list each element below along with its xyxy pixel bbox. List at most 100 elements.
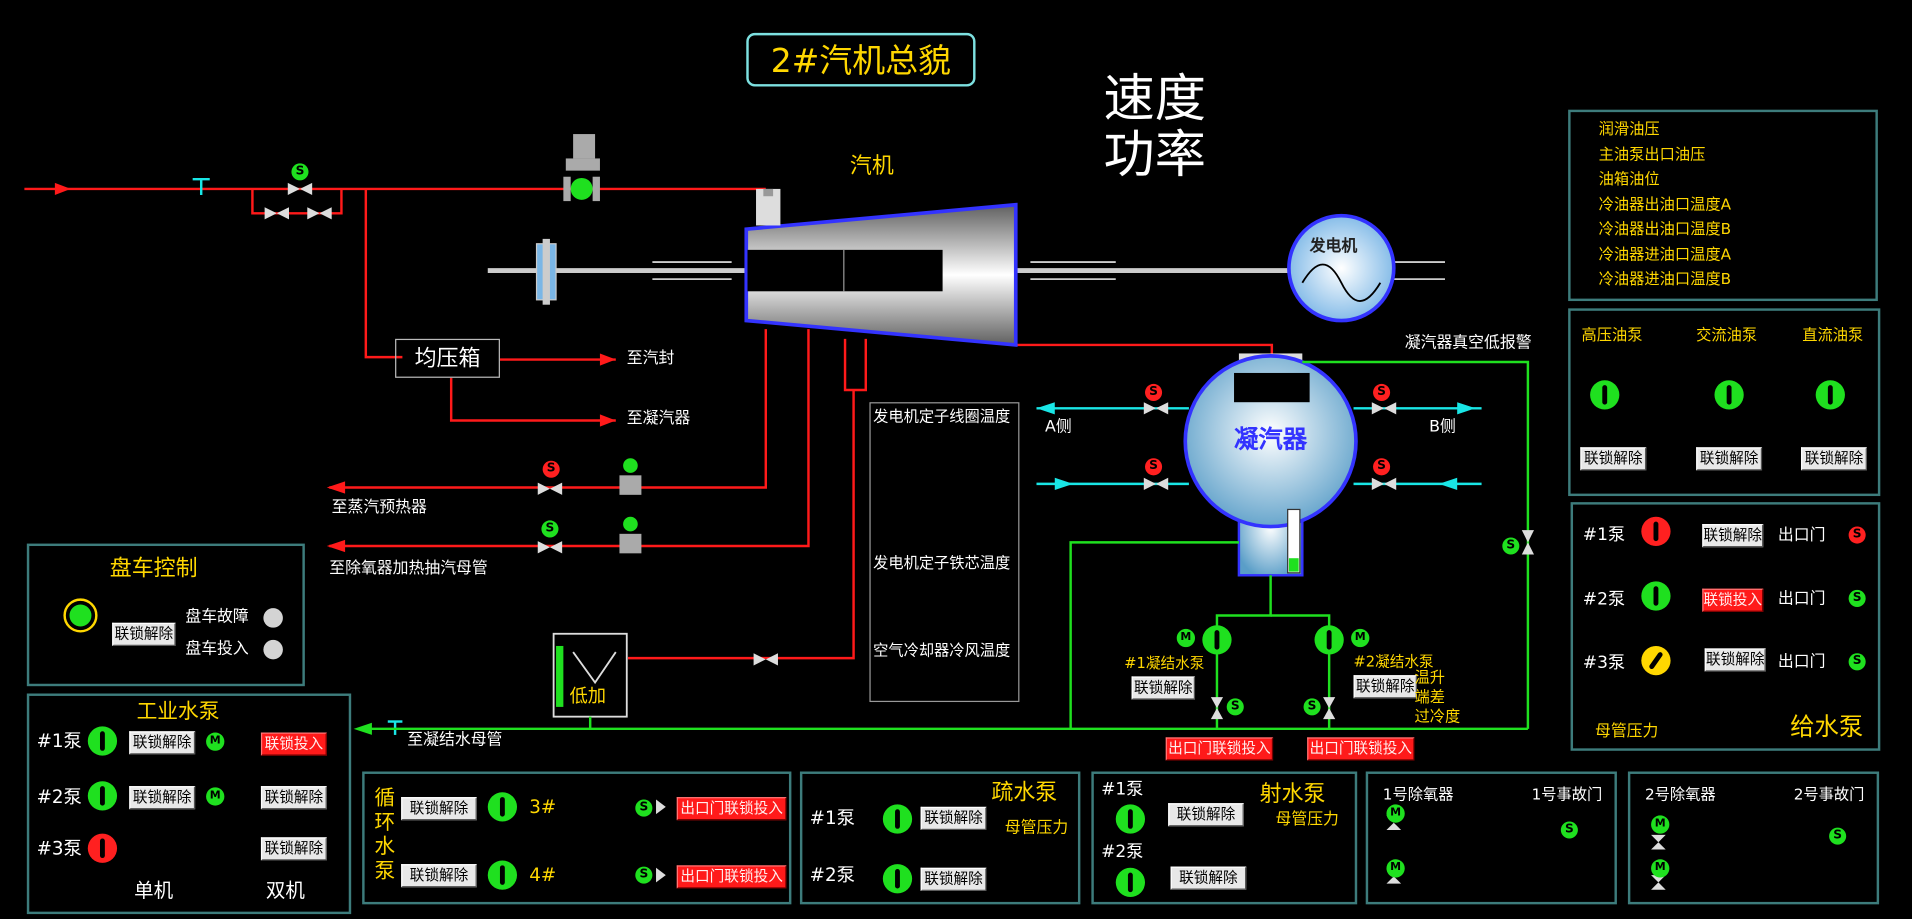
deaerator-2-name: 2号除氧器	[1644, 784, 1716, 804]
industrial-pump-2-interlock-button[interactable]: 联锁解除	[129, 786, 196, 810]
condensate-pump-2-interlock-button[interactable]: 联锁解除	[1353, 675, 1417, 699]
motor-icon: M	[1386, 859, 1405, 878]
feed-pump-3-interlock-button[interactable]: 联锁解除	[1704, 648, 1766, 672]
solenoid-icon[interactable]: S	[1848, 526, 1866, 544]
condensate-pump-1-label: #1凝结水泵	[1124, 654, 1205, 672]
condensate-pump-1-icon[interactable]	[1202, 625, 1232, 655]
feed-pump-name: #1泵	[1582, 525, 1626, 545]
drain-pump-2-icon[interactable]	[882, 864, 913, 894]
industrial-mode-3-button[interactable]: 联锁解除	[260, 837, 327, 861]
turning-gear-icon[interactable]	[63, 598, 98, 633]
drain-pump-name: #2泵	[809, 864, 855, 887]
coupling-icon	[535, 238, 557, 305]
solenoid-icon[interactable]: S	[542, 460, 560, 478]
turbine-label: 汽机	[849, 153, 894, 180]
turning-interlock-button[interactable]: 联锁解除	[112, 622, 176, 646]
turning-gear-panel: 盘车控制 联锁解除 盘车故障 盘车投入	[26, 543, 305, 687]
motor-icon: M	[206, 787, 225, 806]
industrial-pump-2-icon[interactable]	[87, 781, 118, 811]
motor-icon: M	[1176, 628, 1196, 648]
feed-pump-2-icon[interactable]	[1641, 581, 1671, 611]
solenoid-icon[interactable]: S	[1373, 383, 1391, 401]
condensate-pump-2-icon[interactable]	[1314, 625, 1344, 655]
oil-item: 油箱油位	[1598, 169, 1660, 188]
solenoid-icon[interactable]: S	[1226, 698, 1244, 716]
drain-pump-2-interlock-button[interactable]: 联锁解除	[920, 867, 987, 891]
circ-pump-4-interlock-button[interactable]: 联锁解除	[401, 864, 477, 888]
ac-oil-pump-icon[interactable]	[1714, 380, 1744, 410]
outlet-gate-label: 出口门	[1777, 589, 1826, 609]
temp-rise-label: 温升	[1414, 667, 1446, 687]
hp-oil-pump-icon[interactable]	[1590, 380, 1620, 410]
motor-icon: M	[1651, 815, 1670, 834]
industrial-pump-3-icon[interactable]	[87, 833, 118, 863]
dc-oil-pump-icon[interactable]	[1815, 380, 1845, 410]
motor-icon: M	[1351, 628, 1370, 648]
solenoid-icon[interactable]: S	[1848, 653, 1866, 671]
deaerator-2-panel: 2号除氧器 2号事故门 M M S	[1627, 771, 1880, 905]
circ-water-panel: 循 环 水 泵 联锁解除 3# S 出口门联锁投入 联锁解除 4# S 出口门联…	[362, 771, 792, 905]
oil-pump-interlock-button[interactable]: 联锁解除	[1696, 447, 1763, 471]
deaerator-1-name: 1号除氧器	[1382, 784, 1454, 804]
feed-pump-1-icon[interactable]	[1641, 516, 1671, 547]
circ-pump-3-num: 3#	[529, 795, 557, 818]
jet-pump-name: #2泵	[1101, 842, 1144, 862]
condensate-pump-1-interlock-button[interactable]: 联锁解除	[1131, 676, 1196, 700]
industrial-pump-1-icon[interactable]	[87, 726, 118, 756]
solenoid-icon[interactable]: S	[1373, 458, 1391, 476]
condensate-pump-2-label: #2凝结水泵	[1353, 653, 1434, 671]
industrial-pump-name: #2泵	[36, 786, 82, 809]
solenoid-icon[interactable]: S	[1502, 537, 1520, 555]
deaerator-1-panel: 1号除氧器 1号事故门 M M S	[1365, 771, 1617, 905]
oil-pump-interlock-button[interactable]: 联锁解除	[1580, 447, 1647, 471]
industrial-pump-1-interlock-button[interactable]: 联锁解除	[129, 731, 196, 755]
jet-pump-2-icon[interactable]	[1115, 867, 1146, 898]
jet-pump-1-icon[interactable]	[1115, 804, 1146, 834]
terminal-diff-label: 端差	[1414, 687, 1446, 706]
drain-pump-1-icon[interactable]	[882, 804, 913, 834]
low-pressure-heater	[552, 632, 628, 729]
circ-outlet-3-interlock-button[interactable]: 出口门联锁投入	[676, 797, 787, 821]
outlet-2-interlock-button[interactable]: 出口门联锁投入	[1307, 737, 1415, 761]
feed-pump-3-icon[interactable]	[1641, 645, 1671, 676]
oil-pump-name: 高压油泵	[1581, 325, 1643, 344]
outlet-gate-label: 出口门	[1777, 653, 1826, 672]
solenoid-icon[interactable]: S	[1829, 827, 1847, 845]
solenoid-icon[interactable]: S	[1848, 589, 1866, 607]
generator-temp-box: 发电机定子线圈温度 发电机定子铁芯温度 空气冷却器冷风温度	[869, 402, 1020, 703]
circ-pump-3-icon[interactable]	[487, 792, 518, 822]
jet-pump-name: #1泵	[1101, 780, 1144, 800]
double-label: 双机	[265, 878, 305, 902]
solenoid-icon[interactable]: S	[1560, 821, 1578, 839]
outlet-gate-label: 出口门	[1777, 526, 1826, 545]
oil-item: 冷油器出油口温度B	[1598, 219, 1732, 238]
industrial-water-panel: 工业水泵 #1泵 联锁解除 M 联锁投入 #2泵 联锁解除 M 联锁解除 #3泵…	[26, 693, 352, 915]
solenoid-icon[interactable]: S	[1145, 458, 1163, 476]
solenoid-icon[interactable]: S	[1145, 383, 1163, 401]
industrial-mode-1-button[interactable]: 联锁投入	[260, 732, 327, 756]
outlet-1-interlock-button[interactable]: 出口门联锁投入	[1165, 737, 1274, 761]
oil-panel: 润滑油压 主油泵出口油压 油箱油位 冷油器出油口温度A 冷油器出油口温度B 冷油…	[1568, 109, 1878, 302]
solenoid-icon[interactable]: S	[541, 520, 559, 538]
jet-pump-2-interlock-button[interactable]: 联锁解除	[1170, 866, 1247, 890]
vacuum-alarm-label: 凝汽器真空低报警	[1404, 333, 1532, 353]
jet-header-pressure-label: 母管压力	[1275, 810, 1339, 829]
motor-icon: M	[1651, 859, 1670, 878]
feed-pump-2-interlock-button[interactable]: 联锁投入	[1702, 588, 1764, 612]
circ-pump-3-interlock-button[interactable]: 联锁解除	[401, 797, 477, 821]
circ-pump-4-icon[interactable]	[487, 860, 518, 890]
turning-engaged-label: 盘车投入	[185, 639, 249, 659]
solenoid-icon[interactable]: S	[635, 866, 653, 884]
solenoid-icon[interactable]: S	[635, 799, 653, 817]
industrial-mode-2-button[interactable]: 联锁解除	[260, 786, 327, 810]
feed-pump-1-interlock-button[interactable]: 联锁解除	[1702, 524, 1764, 548]
solenoid-icon[interactable]: S	[1303, 698, 1321, 716]
feed-water-title: 给水泵	[1790, 711, 1864, 742]
deaerator-1-fault-label: 1号事故门	[1531, 784, 1603, 804]
solenoid-icon[interactable]: S	[291, 163, 309, 181]
jet-pump-1-interlock-button[interactable]: 联锁解除	[1168, 803, 1244, 827]
circ-outlet-4-interlock-button[interactable]: 出口门联锁投入	[676, 865, 787, 889]
oil-pump-interlock-button[interactable]: 联锁解除	[1801, 447, 1867, 471]
motor-icon: M	[206, 732, 225, 751]
drain-pump-1-interlock-button[interactable]: 联锁解除	[920, 806, 987, 831]
